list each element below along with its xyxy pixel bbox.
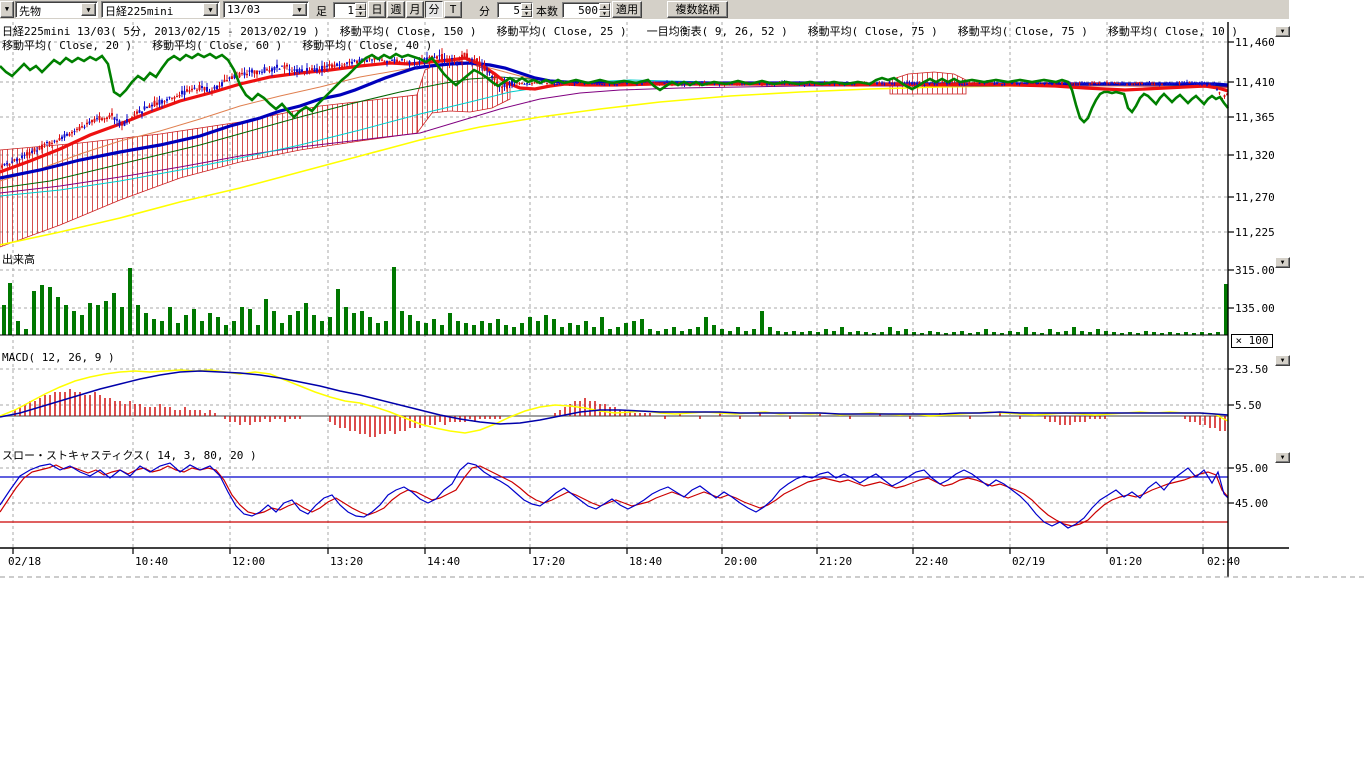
time-axis-label: 01:20	[1109, 555, 1142, 568]
time-axis-label: 14:40	[427, 555, 460, 568]
scale-menu-button[interactable]: ▼	[1275, 26, 1290, 37]
price-axis-label: 11,270	[1235, 191, 1275, 204]
time-axis-label: 22:40	[915, 555, 948, 568]
price-axis-label: 11,320	[1235, 149, 1275, 162]
time-axis-label: 10:40	[135, 555, 168, 568]
time-axis-label: 13:20	[330, 555, 363, 568]
scale-menu-button[interactable]: ▼	[1275, 355, 1290, 366]
header1-segment: 移動平均( Close, 10 )	[1108, 25, 1238, 38]
header1-segment: 移動平均( Close, 75 )	[808, 25, 938, 38]
volume-axis-label: 135.00	[1235, 302, 1275, 315]
header2-segment: 移動平均( Close, 20 )	[2, 39, 132, 52]
time-axis-label: 02/19	[1012, 555, 1045, 568]
trading-app-window: ▼ 先物 ▼ 日経225mini ▼ 13/03 ▼ 足 1 ▲▼ 日週月分T …	[0, 0, 1366, 768]
volume-axis-label: 315.00	[1235, 264, 1275, 277]
scale-menu-button[interactable]: ▼	[1275, 257, 1290, 268]
macd-axis-label: 23.50	[1235, 363, 1268, 376]
macd-pane-title: MACD( 12, 26, 9 )	[2, 351, 115, 364]
macd-axis-label: 5.50	[1235, 399, 1262, 412]
time-axis-label: 18:40	[629, 555, 662, 568]
stoch-axis-label: 45.00	[1235, 497, 1268, 510]
stochastics-pane-title: スロー・ストキャスティクス( 14, 3, 80, 20 )	[2, 447, 257, 463]
time-axis-label: 02:40	[1207, 555, 1240, 568]
price-axis-label: 11,225	[1235, 226, 1275, 239]
chart-canvas	[0, 0, 1366, 768]
header1-segment: 移動平均( Close, 25 )	[497, 25, 627, 38]
time-axis-label: 17:20	[532, 555, 565, 568]
price-axis-label: 11,460	[1235, 36, 1275, 49]
volume-pane-title: 出来高	[2, 251, 35, 267]
scale-menu-button[interactable]: ▼	[1275, 452, 1290, 463]
time-axis-label: 12:00	[232, 555, 265, 568]
header1-segment: 一目均衡表( 9, 26, 52 )	[647, 25, 788, 38]
header2-segment: 移動平均( Close, 40 )	[302, 39, 432, 52]
volume-multiplier-badge: × 100	[1231, 334, 1273, 348]
time-axis-label: 21:20	[819, 555, 852, 568]
time-axis-label: 02/18	[8, 555, 41, 568]
header2-segment: 移動平均( Close, 60 )	[152, 39, 282, 52]
header1-segment: 移動平均( Close, 75 )	[958, 25, 1088, 38]
price-axis-label: 11,410	[1235, 76, 1275, 89]
chart-header-line2: 移動平均( Close, 20 ) 移動平均( Close, 60 ) 移動平均( …	[2, 37, 452, 53]
time-axis-label: 20:00	[724, 555, 757, 568]
stoch-axis-label: 95.00	[1235, 462, 1268, 475]
price-axis-label: 11,365	[1235, 111, 1275, 124]
